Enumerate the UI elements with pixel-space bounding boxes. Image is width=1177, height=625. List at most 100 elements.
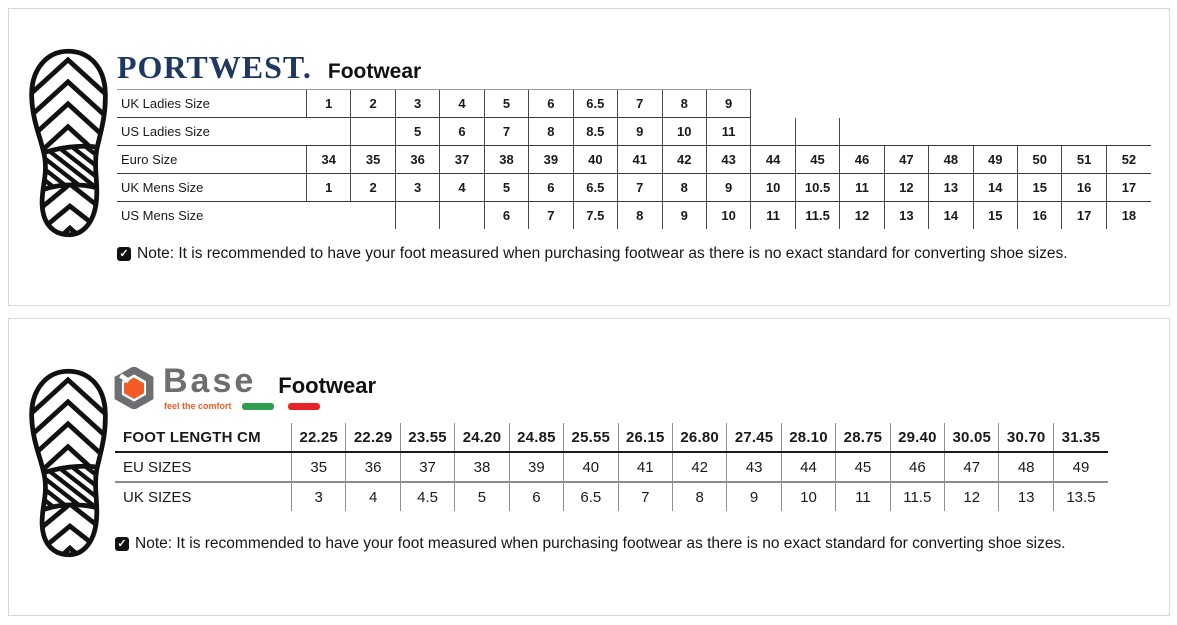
size-cell: 52 (1105, 145, 1151, 174)
size-cell: 9 (705, 173, 751, 202)
size-cell: 3 (394, 89, 440, 118)
red-flag-stripe (287, 402, 320, 410)
size-cell: 14 (972, 173, 1018, 202)
note-text: Note: It is recommended to have your foo… (137, 245, 1068, 262)
size-cell: 40 (563, 452, 619, 483)
size-cell: 5 (483, 173, 529, 202)
size-row: US Ladies Size 5 6 7 8 8.5 9 10 11 (117, 117, 1151, 146)
size-row: Euro Size 34 35 36 37 38 39 40 41 42 43 44 45 46 47 48 4… (117, 145, 1151, 174)
size-cell: 35 (350, 145, 396, 174)
size-cell: 4 (439, 89, 485, 118)
size-cell: 47 (944, 452, 999, 483)
size-cell: 7 (528, 201, 574, 229)
size-cell: 38 (483, 145, 529, 174)
size-cell (394, 201, 440, 229)
size-cell: 39 (528, 145, 574, 174)
size-cell: 10.5 (794, 173, 840, 202)
size-cell: 34 (305, 145, 351, 174)
size-cell: 36 (394, 145, 440, 174)
size-cell: 5 (454, 482, 510, 511)
base-logo: Base (163, 362, 257, 400)
size-cell: 6.5 (563, 482, 619, 511)
size-cell: 44 (780, 452, 836, 483)
base-tagline: feel the comfort (164, 401, 320, 411)
size-cell: 26.80 (671, 423, 727, 453)
size-cell: 8 (528, 117, 574, 146)
size-cell: 17 (1105, 173, 1151, 202)
empty-gap (929, 90, 973, 118)
size-cell: 13 (928, 173, 974, 202)
hex-nut-icon (114, 367, 154, 409)
size-cell: 9 (661, 201, 707, 229)
size-row: UK Mens Size 1 2 3 4 5 6 6.5 7 8 9 10 10.5 11 12 13 14 15… (117, 173, 1151, 202)
size-cell: 1 (305, 173, 351, 202)
row-label: US Mens Size (121, 208, 204, 223)
size-cell: 48 (928, 145, 974, 174)
size-cell: 7 (483, 117, 529, 146)
size-cell: 7 (617, 89, 662, 118)
size-cell: 6 (528, 173, 574, 202)
size-cell (750, 117, 796, 146)
size-cell: 38 (454, 452, 510, 483)
size-cell: 10 (750, 173, 796, 202)
size-cell: 22.25 (290, 423, 346, 453)
size-row: EU SIZES 35 36 37 38 39 40 41 42 43 44 45 46 47 48 49 (115, 452, 1108, 483)
size-cell: 10 (661, 117, 707, 146)
empty-gap (1018, 118, 1062, 146)
size-cell: 36 (345, 452, 401, 483)
size-cell: 46 (839, 145, 885, 174)
size-cell: 40 (572, 145, 618, 174)
portwest-note: ✓ Note: It is recommended to have your f… (117, 245, 1068, 263)
size-cell: 41 (617, 452, 673, 483)
empty-gap (1106, 118, 1151, 146)
size-cell: 11 (750, 201, 796, 229)
size-row: FOOT LENGTH CM 22.25 22.29 23.55 24.20 24.85 2… (115, 423, 1108, 453)
size-cell: 8 (661, 173, 707, 202)
empty-gap (884, 90, 928, 118)
portwest-size-chart-panel: PORTWEST. Footwear UK Ladies Size 1 2 3 4 5 6 6… (8, 8, 1170, 306)
empty-gap (1106, 90, 1151, 118)
size-cell: 48 (998, 452, 1054, 483)
size-cell: 30.05 (944, 423, 999, 453)
size-cell: 39 (508, 452, 564, 483)
size-cell: 27.45 (726, 423, 782, 453)
row-label: FOOT LENGTH CM (115, 423, 292, 453)
empty-gap (751, 90, 795, 118)
size-cell: 28.10 (780, 423, 836, 453)
size-cell: 42 (661, 145, 707, 174)
size-cell: 6 (439, 117, 485, 146)
size-cell: 6 (528, 89, 574, 118)
boot-sole-print-icon (25, 365, 111, 561)
base-header: Base feel the comfort Footwear (113, 364, 376, 411)
size-cell: 4.5 (399, 482, 455, 511)
size-cell: 46 (889, 452, 945, 483)
portwest-header: PORTWEST. Footwear (117, 49, 421, 86)
size-cell: 8 (661, 89, 707, 118)
size-cell: 3 (394, 173, 440, 202)
size-cell: 9 (726, 482, 782, 511)
size-cell: 29.40 (889, 423, 945, 453)
size-cell: 30.70 (998, 423, 1054, 453)
empty-gap (307, 202, 351, 230)
size-cell: 12 (944, 482, 999, 511)
size-cell: 6.5 (572, 89, 618, 118)
size-cell: 47 (883, 145, 929, 174)
empty-gap (840, 118, 884, 146)
boot-sole-print-icon (25, 45, 111, 241)
size-row: UK SIZES 3 4 4.5 5 6 6.5 7 8 9 10 11 11.5 12 13 13.5 (115, 482, 1108, 511)
size-cell (350, 117, 396, 146)
size-cell: 11.5 (889, 482, 945, 511)
size-cell: 51 (1061, 145, 1107, 174)
empty-gap (1062, 90, 1106, 118)
size-cell: 6 (508, 482, 564, 511)
empty-gap (1018, 90, 1062, 118)
size-cell: 13 (998, 482, 1054, 511)
size-cell: 11 (835, 482, 891, 511)
size-cell (439, 201, 485, 229)
base-size-table: FOOT LENGTH CM 22.25 22.29 23.55 24.20 24.85 2… (115, 423, 1108, 511)
size-cell: 11 (705, 117, 751, 146)
empty-gap (973, 90, 1017, 118)
empty-gap (351, 202, 395, 230)
size-cell: 49 (1052, 452, 1108, 483)
size-cell: 26.15 (617, 423, 673, 453)
